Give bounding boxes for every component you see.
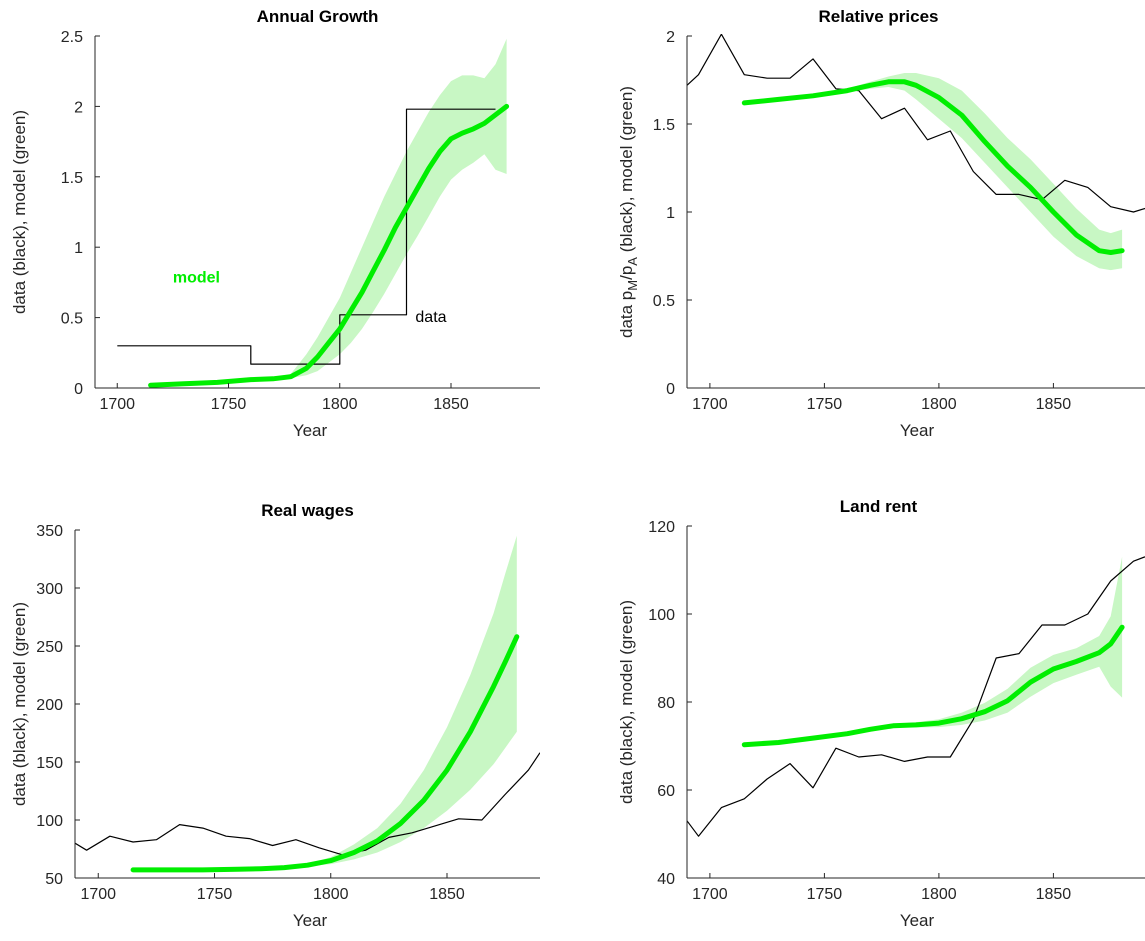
real-wages-y-tick-label: 250 [36,639,63,656]
relative-prices-x-tick-label: 1800 [921,396,957,413]
land-rent-y-tick-label: 80 [657,695,675,712]
real-wages-y-axis-label: data (black), model (green) [10,602,29,806]
relative-prices-data-area [687,34,1145,271]
real-wages-model-series [130,634,520,873]
relative-prices-data-series [687,34,1145,213]
land-rent-data-series [687,556,1145,837]
annual-growth-title: Annual Growth [257,7,379,26]
land-rent-y-tick-label: 100 [648,607,675,624]
real-wages-y-tick-label: 100 [36,813,63,830]
land-rent-y-tick-label: 60 [657,783,675,800]
annual-growth-model-confidence-band [150,38,507,387]
real-wages-x-tick-label: 1700 [80,886,116,903]
real-wages-title: Real wages [261,501,354,520]
land-rent-x-tick-label: 1850 [1036,886,1072,903]
relative-prices-y-tick-label: 1 [666,205,675,222]
relative-prices-x-tick-label: 1750 [807,396,843,413]
relative-prices-x-tick-label: 1700 [692,396,728,413]
land-rent-y-tick-label: 40 [657,871,675,888]
real-wages-panel: 1700 1750 1800 1850 50 100 150 200 250 300 350 Real… [10,501,540,930]
relative-prices-model-confidence-band [744,73,1123,271]
real-wages-y-tick-label: 200 [36,697,63,714]
annual-growth-x-tick-label: 1750 [211,396,247,413]
land-rent-x-tick-label: 1800 [921,886,957,903]
relative-prices-x-tick-label: 1850 [1036,396,1072,413]
land-rent-model-series [741,624,1125,748]
real-wages-y-tick-label: 300 [36,581,63,598]
real-wages-y-tick-label: 350 [36,523,63,540]
land-rent-x-tick-label: 1700 [692,886,728,903]
annual-growth-y-tick-label: 1.5 [61,170,83,187]
annual-growth-annotation-model: model [173,269,220,286]
real-wages-model-confidence-band [133,535,517,870]
land-rent-title: Land rent [840,497,918,516]
land-rent-data-area [687,556,1145,837]
real-wages-data-series [75,752,540,856]
annual-growth-x-tick-label: 1800 [322,396,358,413]
real-wages-y-tick-label: 150 [36,755,63,772]
annual-growth-y-tick-label: 1 [74,240,83,257]
real-wages-y-tick-label: 50 [45,871,63,888]
relative-prices-x-axis-label: Year [900,421,935,440]
land-rent-panel: 1700 1750 1800 1850 40 60 80 100 120 Land rent Yea… [617,497,1145,930]
relative-prices-panel: 1700 1750 1800 1850 0 0.5 1 1.5 2 Relative prices… [617,7,1145,440]
real-wages-x-tick-label: 1750 [197,886,233,903]
annual-growth-data-area [117,38,510,388]
annual-growth-y-tick-label: 0 [74,381,83,398]
annual-growth-model-series [148,103,510,388]
land-rent-y-tick-label: 120 [648,519,675,536]
annual-growth-panel: 1700 1750 1800 1850 0 0.5 1 1.5 2 2.5 Annual Growt… [10,7,540,440]
real-wages-x-axis-label: Year [293,911,328,930]
annual-growth-y-tick-label: 0.5 [61,311,83,328]
annual-growth-x-tick-label: 1850 [433,396,469,413]
real-wages-x-tick-label: 1800 [313,886,349,903]
real-wages-data-area [75,535,540,873]
relative-prices-y-tick-label: 0 [666,381,675,398]
annual-growth-y-tick-label: 2.5 [61,29,83,46]
relative-prices-model-series [741,79,1125,255]
land-rent-y-axis-label: data (black), model (green) [617,600,636,804]
annual-growth-x-tick-label: 1700 [99,396,135,413]
relative-prices-y-axis-label: data pM/pA (black), model (green) [617,86,640,338]
land-rent-x-tick-label: 1750 [807,886,843,903]
annual-growth-x-axis-label: Year [293,421,328,440]
annual-growth-y-axis-label: data (black), model (green) [10,110,29,314]
relative-prices-y-tick-label: 2 [666,29,675,46]
relative-prices-title: Relative prices [818,7,938,26]
real-wages-x-tick-label: 1850 [429,886,465,903]
annual-growth-data-series [117,108,496,365]
annual-growth-annotation-data: data [415,309,446,326]
land-rent-x-axis-label: Year [900,911,935,930]
relative-prices-y-tick-label: 0.5 [653,293,675,310]
land-rent-model-confidence-band [744,556,1123,746]
annual-growth-y-tick-label: 2 [74,99,83,116]
relative-prices-y-tick-label: 1.5 [653,117,675,134]
